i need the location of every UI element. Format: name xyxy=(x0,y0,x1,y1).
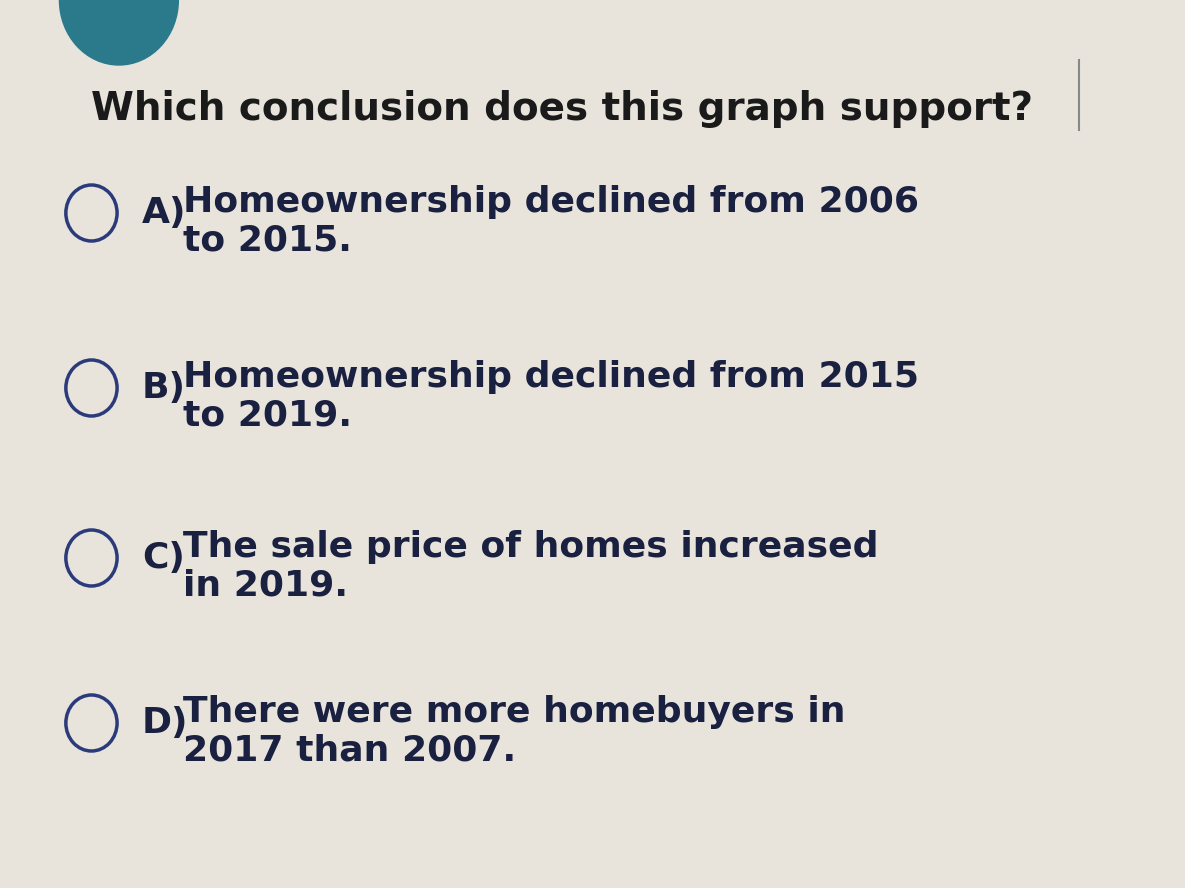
Text: Homeownership declined from 2015: Homeownership declined from 2015 xyxy=(182,360,918,394)
Text: C): C) xyxy=(142,541,185,575)
Text: The sale price of homes increased: The sale price of homes increased xyxy=(182,530,878,564)
Text: 2017 than 2007.: 2017 than 2007. xyxy=(182,733,515,767)
Text: Homeownership declined from 2006: Homeownership declined from 2006 xyxy=(182,185,918,219)
Text: B): B) xyxy=(142,371,186,405)
Text: D): D) xyxy=(142,706,188,740)
Text: in 2019.: in 2019. xyxy=(182,568,348,602)
Text: to 2019.: to 2019. xyxy=(182,398,352,432)
Circle shape xyxy=(59,0,179,65)
Text: Which conclusion does this graph support?: Which conclusion does this graph support… xyxy=(91,90,1033,128)
Text: A): A) xyxy=(142,196,186,230)
Text: There were more homebuyers in: There were more homebuyers in xyxy=(182,695,845,729)
Text: to 2015.: to 2015. xyxy=(182,223,352,257)
